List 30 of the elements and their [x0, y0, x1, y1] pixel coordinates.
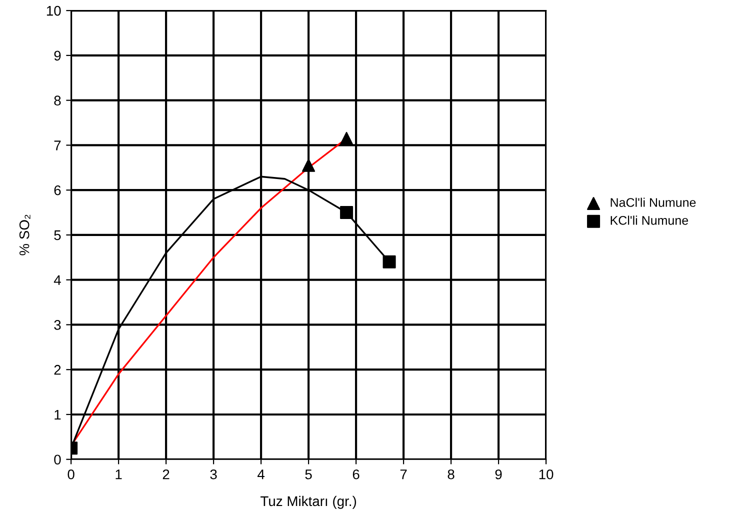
- x-tick-label: 2: [162, 469, 170, 480]
- x-tick-label: 10: [539, 469, 554, 480]
- x-tick-label: 6: [352, 469, 360, 480]
- y-tick-label: 7: [54, 140, 61, 150]
- point: [382, 255, 396, 268]
- x-tick-label: 1: [116, 470, 122, 480]
- y-tick-label: 9: [54, 50, 61, 61]
- y-tick-label: 8: [54, 96, 61, 106]
- x-tick-label: 3: [210, 469, 217, 480]
- y-tick-label: 6: [54, 185, 61, 196]
- y-tick-label: 3: [54, 320, 61, 330]
- x-tick-label: 8: [448, 469, 454, 480]
- y-tick-label: 1: [54, 410, 61, 420]
- x-tick-label: 7: [400, 470, 407, 480]
- y-axis-title: % SO₂: [19, 214, 30, 256]
- legend-label: NaCl'li Numune: [610, 198, 696, 207]
- x-tick-label: 4: [258, 470, 265, 480]
- legend-label: KCl'li Numune: [610, 216, 688, 225]
- point: [302, 158, 316, 172]
- x-tick-label: 0: [68, 469, 74, 480]
- x-axis-title: Tuz Miktarı (gr.): [260, 496, 356, 509]
- x-tick-label: 9: [495, 469, 502, 480]
- y-tick-label: 10: [46, 6, 61, 16]
- x-tick-label: 5: [305, 470, 312, 480]
- point: [340, 132, 354, 145]
- y-tick-label: 4: [54, 275, 61, 285]
- y-tick-label: 0: [54, 454, 61, 465]
- y-tick-label: 5: [54, 230, 61, 240]
- point: [340, 206, 354, 220]
- y-tick-label: 2: [54, 364, 61, 375]
